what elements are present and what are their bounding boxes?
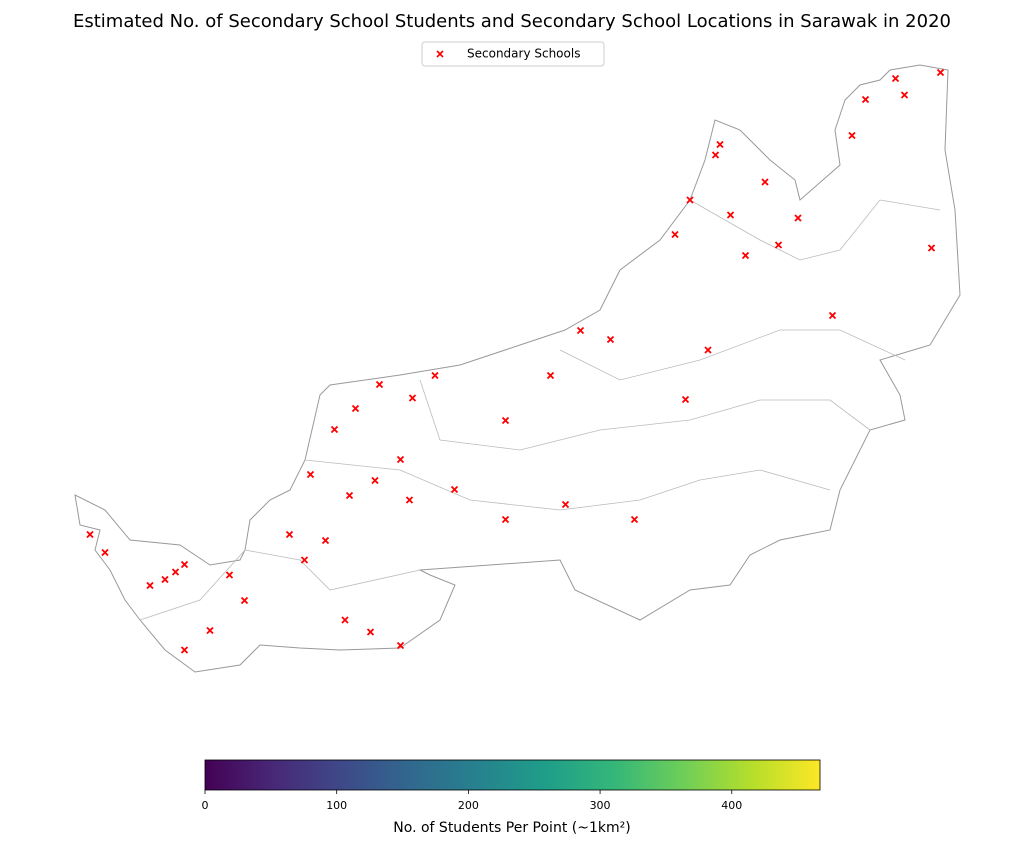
school-marker [371,476,379,485]
school-marker [630,515,639,524]
legend-box [421,41,605,67]
school-marker [716,140,724,149]
school-marker [146,581,154,590]
colorbar-tick-label: 200 [458,799,479,812]
school-marker [321,536,330,545]
school-marker [936,68,945,77]
school-marker [606,335,615,344]
school-marker [101,548,109,557]
school-marker [794,214,802,222]
school-marker [711,151,720,159]
school-marker [546,371,555,380]
colorbar-tick-label: 300 [590,799,611,812]
school-marker [774,241,783,249]
school-marker [396,455,405,464]
school-marker [180,560,189,569]
school-marker [681,395,690,404]
school-marker [671,230,679,239]
legend-label: Secondary Schools [467,47,580,61]
school-marker [86,530,94,539]
school-marker [861,95,870,104]
school-marker [206,626,214,635]
school-marker [171,568,180,576]
school-marker [375,380,384,389]
school-marker [341,616,349,624]
school-marker [225,571,234,579]
school-marker [396,641,405,650]
school-marker [345,491,354,500]
legend-marker [436,50,444,58]
school-marker [180,646,189,654]
school-marker [306,470,315,479]
colorbar-tick-label: 400 [721,799,742,812]
division-lines [139,199,941,621]
school-markers [86,68,945,654]
school-marker [741,251,750,260]
school-marker [848,131,856,140]
school-marker [828,311,837,320]
school-marker [330,425,339,434]
school-marker [501,515,510,524]
school-marker [450,485,459,494]
school-marker [686,196,694,204]
school-marker [726,211,735,219]
school-marker [704,346,712,354]
school-marker [431,371,439,380]
school-marker [366,628,375,636]
school-marker [285,530,294,539]
school-marker [927,244,936,252]
school-marker [408,394,417,402]
colorbar-tick-label: 100 [326,799,347,812]
colorbar-tick-label: 0 [202,799,209,812]
colorbar-gradient [204,759,821,791]
school-marker [576,326,585,335]
school-marker [240,596,249,605]
colorbar-label: No. of Students Per Point (~1km²) [393,820,630,836]
school-marker [900,91,909,99]
school-marker [561,500,570,509]
school-marker [351,404,360,413]
school-marker [161,575,169,584]
school-marker [300,556,309,564]
school-marker [405,496,414,504]
school-marker [891,74,900,83]
school-marker [761,178,769,186]
colorbar: No. of Students Per Point (~1km²) 0 100 20… [202,759,821,836]
chart-title: Estimated No. of Secondary School Studen… [73,11,951,32]
legend: Secondary Schools [421,41,605,67]
school-marker [501,416,510,425]
region-outline [74,64,961,673]
